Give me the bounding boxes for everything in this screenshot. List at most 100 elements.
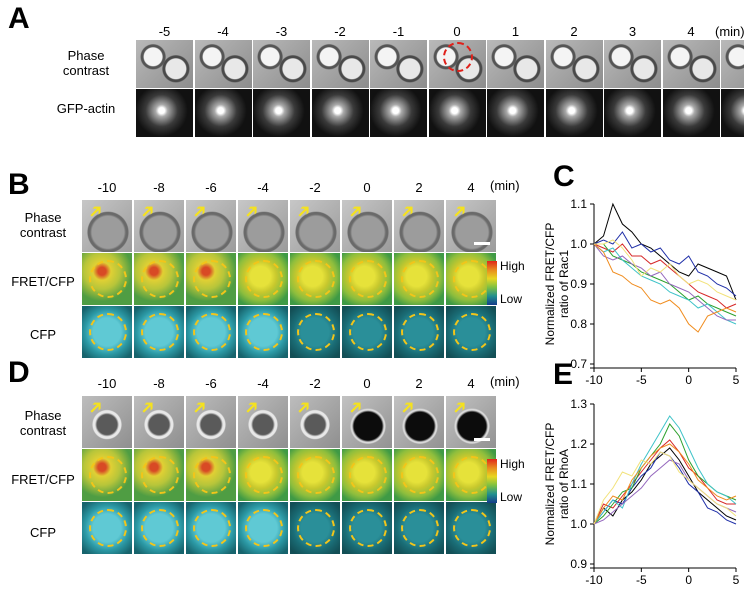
- series-line-cell1: [593, 202, 737, 301]
- panel-b-colorbar-high: High: [500, 259, 525, 273]
- cell-outline: [193, 260, 231, 298]
- cell-outline: [453, 456, 491, 494]
- phase-contrast-image: [238, 200, 288, 252]
- cell-outline: [401, 313, 439, 351]
- series-line-cell2: [593, 231, 737, 297]
- phase-contrast-image: [194, 40, 252, 88]
- y-tick-label: 1.0: [570, 237, 587, 251]
- panel-a-row-label-gfp-actin: GFP-actin: [56, 101, 116, 116]
- phase-contrast-image: [662, 40, 720, 88]
- phase-contrast-image: [82, 200, 132, 252]
- cell-outline: [401, 456, 439, 494]
- y-tick-label: 1.0: [570, 517, 587, 531]
- cell-outline: [349, 509, 387, 547]
- time-label: 4: [467, 376, 475, 391]
- phase-contrast-image: [186, 396, 236, 448]
- y-tick-label: 0.8: [570, 317, 587, 331]
- time-label: 4: [467, 180, 475, 195]
- time-label: 1: [511, 24, 520, 39]
- time-label: -8: [153, 180, 165, 195]
- selected-cell-outline: [442, 42, 473, 72]
- panel-d-colorbar: [487, 459, 497, 503]
- y-tick-label: 1.1: [570, 477, 587, 491]
- gfp-actin-image: [136, 89, 193, 137]
- phase-contrast-image: [545, 40, 603, 88]
- phase-contrast-image: [290, 200, 340, 252]
- phase-contrast-image: [134, 200, 184, 252]
- time-label: -3: [275, 24, 288, 39]
- scale-bar: [474, 438, 490, 441]
- gfp-actin-image: [662, 89, 720, 137]
- series-line-cell3: [593, 439, 736, 525]
- phase-contrast-image: [604, 40, 661, 88]
- cell-outline: [141, 509, 179, 547]
- y-tick-label: 1.3: [570, 397, 587, 411]
- panel-d-row-label-cfp: CFP: [30, 525, 56, 540]
- phase-contrast-image: [394, 396, 444, 448]
- series-line-cell6: [593, 459, 737, 525]
- cell-outline: [453, 260, 491, 298]
- time-label: -10: [97, 376, 117, 391]
- series-line-cell5: [593, 415, 737, 525]
- cell-outline: [297, 313, 335, 351]
- phase-contrast-image: [136, 40, 193, 88]
- gfp-actin-image: [370, 89, 427, 137]
- time-label: -4: [257, 376, 269, 391]
- panel-d-row-label-phase: Phase contrast: [19, 408, 67, 438]
- time-label: -6: [205, 180, 217, 195]
- cell-outline: [349, 260, 387, 298]
- phase-contrast-image: [394, 200, 444, 252]
- time-label: 0: [453, 24, 461, 39]
- panel-d-row-label-fret: FRET/CFP: [11, 472, 75, 487]
- x-tick-label: -10: [585, 373, 603, 387]
- phase-contrast-image: [721, 40, 744, 88]
- x-tick-label: 5: [733, 573, 740, 587]
- panel-b-row-label-cfp: CFP: [30, 327, 56, 342]
- cell-outline: [89, 313, 127, 351]
- series-line-cell5: [593, 243, 737, 325]
- phase-contrast-image: [238, 396, 288, 448]
- phase-contrast-image: [82, 396, 132, 448]
- panel-b-colorbar: [487, 261, 497, 305]
- gfp-actin-image: [311, 89, 369, 137]
- cell-outline: [297, 456, 335, 494]
- cell-outline: [89, 260, 127, 298]
- time-label: -8: [153, 376, 165, 391]
- panel-a-time-unit: (min): [715, 24, 744, 39]
- time-label: -6: [205, 376, 217, 391]
- time-label: -4: [217, 24, 229, 39]
- time-label: -4: [257, 180, 269, 195]
- time-label: 2: [415, 180, 423, 195]
- panel-d-colorbar-high: High: [500, 457, 525, 471]
- panel-a-row-label-phase: Phase contrast: [62, 48, 110, 78]
- panel-letter-d: D: [8, 356, 30, 389]
- y-tick-label: 1.2: [570, 437, 587, 451]
- panel-b-colorbar-low: Low: [500, 292, 523, 306]
- gfp-actin-image: [487, 89, 544, 137]
- panel-b-time-unit: (min): [490, 178, 520, 193]
- scale-bar: [474, 242, 490, 245]
- phase-contrast-image: [370, 40, 427, 88]
- gfp-actin-image: [604, 89, 661, 137]
- panel-letter-c: C: [553, 160, 575, 193]
- cell-outline: [245, 260, 283, 298]
- y-tick-label: 0.7: [570, 357, 587, 371]
- x-tick-label: 0: [685, 373, 692, 387]
- panel-b-row-label-phase: Phase contrast: [19, 210, 67, 240]
- gfp-actin-image: [428, 89, 486, 137]
- phase-contrast-image: [134, 396, 184, 448]
- phase-contrast-image: [311, 40, 369, 88]
- x-axis-label: Time (min): [637, 589, 694, 590]
- series-line-cell2: [593, 451, 737, 525]
- y-tick-label: 1.1: [570, 197, 587, 211]
- y-tick-label: 0.9: [570, 277, 587, 291]
- cell-outline: [141, 456, 179, 494]
- panel-b-row-label-fret: FRET/CFP: [11, 274, 75, 289]
- chart-c-rac1: 0.7 0.8 0.9 1.0 1.1 -10 -5 0 5 Time (min) Normaliz…: [543, 197, 740, 390]
- panel-d-time-unit: (min): [490, 374, 520, 389]
- time-label: 2: [570, 24, 578, 39]
- x-axis-label: Time (min): [637, 389, 694, 390]
- x-tick-label: -10: [585, 573, 603, 587]
- series-line-cell8: [594, 239, 737, 301]
- gfp-actin-image: [721, 89, 744, 137]
